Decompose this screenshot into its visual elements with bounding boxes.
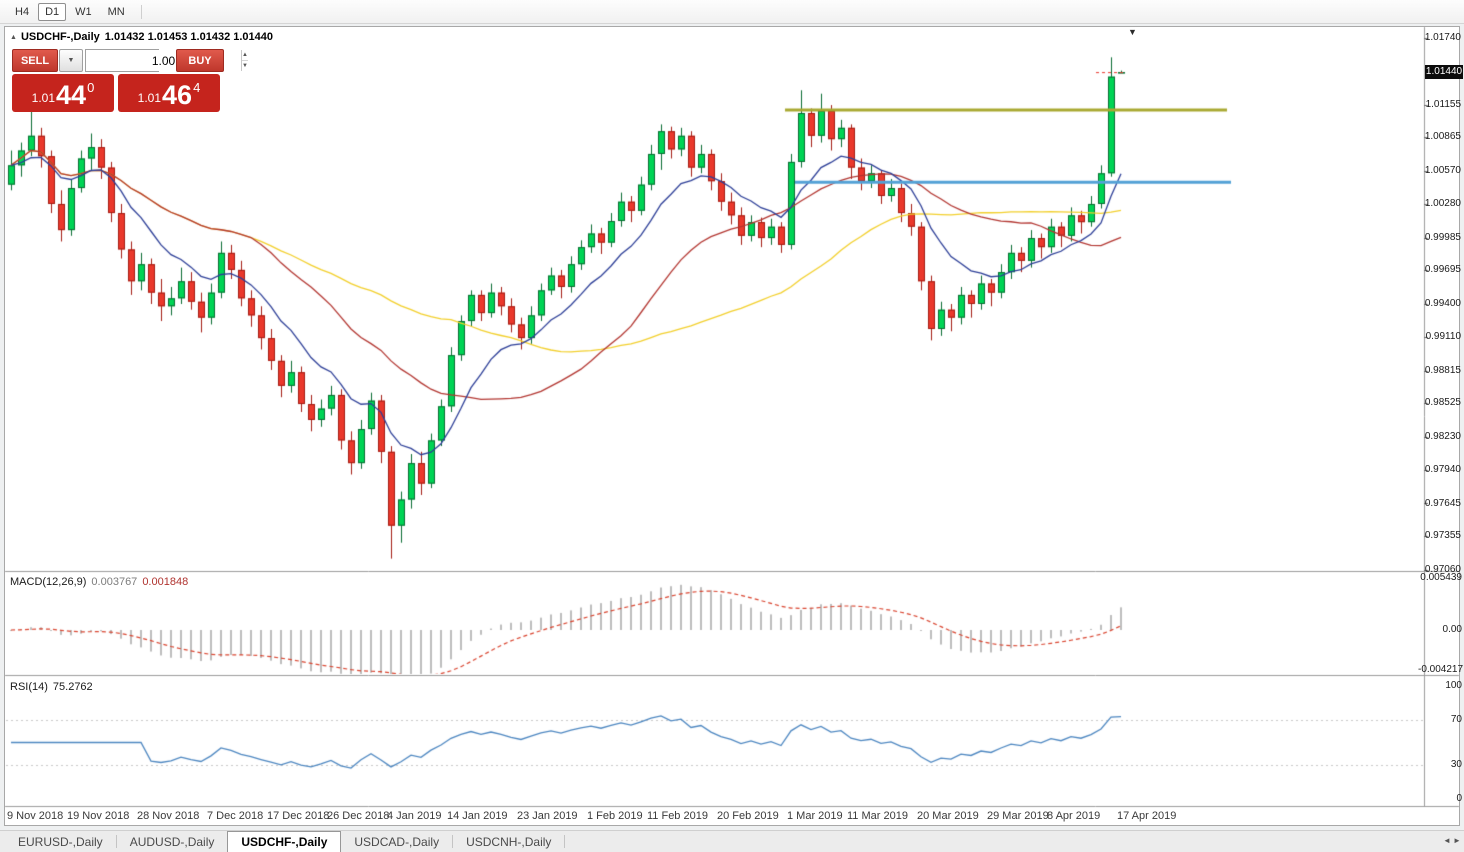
price-tick: 0.97645	[1424, 497, 1461, 509]
timeframe-button-h4[interactable]: H4	[15, 5, 30, 18]
order-options-dropdown[interactable]: ▼	[59, 49, 83, 72]
bid-price-prefix: 1.01	[31, 91, 56, 105]
tab-scroll-right-icon[interactable]: ►	[1453, 836, 1461, 845]
bid-price-pip: 0	[87, 80, 95, 95]
chart-tab-usdcnh[interactable]: USDCNH-,Daily	[466, 834, 552, 849]
price-tick: 0.99695	[1424, 264, 1461, 276]
collapse-panel-icon[interactable]: ▲	[10, 34, 17, 41]
one-click-trading-panel: SELL ▼ ▲ ▼ BUY 1.01 44 0 1.01 46 4	[12, 49, 248, 112]
date-label: 11 Mar 2019	[847, 810, 908, 822]
date-label: 4 Jan 2019	[387, 810, 442, 822]
timeframe-button-mn[interactable]: MN	[107, 5, 125, 18]
macd-main-value: 0.003767	[91, 576, 138, 588]
date-label: 7 Dec 2018	[207, 810, 264, 822]
price-tick: 0.97060	[1424, 564, 1461, 575]
date-label: 20 Mar 2019	[917, 810, 979, 822]
rsi-scale-tick: 100	[1445, 680, 1462, 691]
date-label: 17 Apr 2019	[1117, 810, 1177, 822]
date-label: 20 Feb 2019	[717, 810, 779, 822]
date-label: 29 Mar 2019	[987, 810, 1049, 822]
rsi-scale-tick: 0	[1456, 793, 1462, 804]
price-tick: 1.00865	[1424, 131, 1461, 143]
date-label: 1 Feb 2019	[587, 810, 643, 822]
chart-tab-usdchf[interactable]: USDCHF-,Daily	[227, 831, 342, 852]
macd-indicator-label: MACD(12,26,9) 0.003767 0.001848	[10, 576, 188, 588]
macd-signal-value: 0.001848	[142, 576, 189, 588]
date-label: 8 Apr 2019	[1047, 810, 1101, 822]
price-tick: 1.00280	[1424, 197, 1461, 209]
tab-divider	[564, 835, 566, 848]
macd-scale-tick: -0.004217	[1418, 664, 1464, 676]
bid-price-big: 44	[56, 80, 87, 110]
price-tick: 0.97940	[1424, 463, 1461, 475]
macd-name: MACD(12,26,9)	[10, 576, 87, 588]
chart-shift-marker[interactable]: ▼	[1128, 27, 1137, 37]
chart-tab-eurusd[interactable]: EURUSD-,Daily	[18, 834, 103, 849]
ask-price-button[interactable]: 1.01 46 4	[118, 74, 220, 112]
price-tick: 0.99400	[1424, 298, 1461, 309]
ask-price-prefix: 1.01	[137, 91, 162, 105]
tab-divider	[452, 835, 454, 848]
price-tick: 0.99110	[1425, 330, 1461, 342]
date-label: 9 Nov 2018	[7, 810, 64, 822]
macd-scale-tick: 0.005439	[1420, 572, 1462, 583]
ask-price-pip: 4	[193, 80, 201, 95]
date-label: 28 Nov 2018	[137, 810, 200, 822]
sell-button[interactable]: SELL	[12, 49, 58, 72]
rsi-indicator-label: RSI(14) 75.2762	[10, 681, 93, 693]
date-label: 17 Dec 2018	[267, 810, 330, 822]
timeframe-buttons: H4 D1 W1 MN	[8, 2, 134, 21]
price-tick: 0.98815	[1424, 364, 1461, 376]
volume-down-icon[interactable]: ▼	[242, 63, 248, 69]
date-label: 14 Jan 2019	[447, 810, 508, 822]
timeframe-button-d1[interactable]: D1	[38, 2, 67, 21]
ask-price-big: 46	[162, 80, 193, 110]
price-tick: 1.01155	[1425, 98, 1461, 110]
chart-tab-bar: EURUSD-,Daily AUDUSD-,Daily USDCHF-,Daily U…	[0, 830, 1464, 852]
rsi-scale-tick: 70	[1450, 713, 1462, 725]
chart-tab-usdcad[interactable]: USDCAD-,Daily	[354, 834, 440, 849]
rsi-name: RSI(14)	[10, 681, 48, 693]
volume-stepper: ▲ ▼	[241, 50, 248, 71]
chart-symbol-label: USDCHF-,Daily	[20, 31, 100, 43]
date-label: 11 Feb 2019	[647, 810, 708, 822]
buy-button[interactable]: BUY	[176, 49, 224, 72]
tab-divider	[115, 835, 117, 848]
price-tick: 0.97355	[1424, 530, 1461, 542]
timeframe-button-w1[interactable]: W1	[75, 5, 92, 18]
price-tick: 1.01740	[1424, 32, 1461, 43]
rsi-value: 75.2762	[52, 681, 93, 693]
price-tick: 0.98525	[1424, 397, 1461, 409]
volume-up-icon[interactable]: ▲	[242, 50, 248, 61]
bid-price-button[interactable]: 1.01 44 0	[12, 74, 114, 112]
current-price-tag: 1.01440	[1425, 65, 1463, 79]
rsi-scale-tick: 30	[1450, 759, 1462, 771]
macd-scale-tick: 0.00	[1442, 624, 1462, 635]
toolbar-divider	[140, 4, 142, 19]
price-tick: 0.98230	[1424, 431, 1461, 442]
chevron-down-icon: ▼	[67, 57, 75, 64]
tab-scroll-left-icon[interactable]: ◄	[1443, 836, 1451, 845]
date-label: 23 Jan 2019	[517, 810, 578, 822]
chart-ohlc-values: 1.01432 1.01453 1.01432 1.01440	[104, 31, 273, 43]
date-label: 19 Nov 2018	[67, 810, 130, 822]
volume-box: ▲ ▼	[85, 49, 248, 72]
date-label: 26 Dec 2018	[327, 810, 390, 822]
price-tick: 1.00570	[1424, 165, 1461, 176]
price-tick: 0.99985	[1424, 231, 1461, 243]
chart-tab-audusd[interactable]: AUDUSD-,Daily	[129, 834, 215, 849]
chart-title: ▲ USDCHF-,Daily 1.01432 1.01453 1.01432 1.…	[10, 31, 273, 43]
date-label: 1 Mar 2019	[787, 810, 843, 822]
timeframe-toolbar: H4 D1 W1 MN	[0, 0, 1464, 24]
